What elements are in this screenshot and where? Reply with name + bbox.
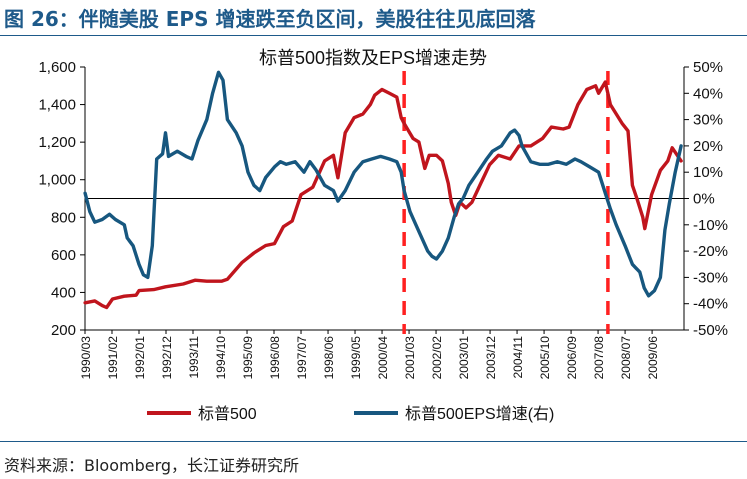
chart: 标普500指数及EPS增速走势 200 400 600 800 1,000 1,200 1,… bbox=[38, 48, 728, 423]
chart-title: 标普500指数及EPS增速走势 bbox=[259, 48, 487, 68]
source-rule bbox=[0, 441, 747, 442]
x-tick-label: 2000/04 bbox=[376, 336, 390, 380]
x-tick-label: 2007/08 bbox=[592, 336, 606, 380]
y-right-tick-label: 30% bbox=[693, 112, 723, 129]
x-tick-label: 2006/09 bbox=[565, 336, 579, 380]
y-left-tick-label: 1,000 bbox=[38, 172, 76, 189]
x-tick-label: 2004/11 bbox=[511, 336, 525, 379]
y-left-tick-label: 800 bbox=[51, 209, 76, 226]
y-left-tick-label: 1,400 bbox=[38, 97, 76, 114]
x-tick-label: 1995/09 bbox=[241, 336, 255, 380]
x-tick-label: 2009/06 bbox=[646, 336, 660, 380]
series-line-eps bbox=[83, 70, 683, 298]
x-tick-label: 1994/10 bbox=[214, 336, 228, 380]
axes: 200 400 600 800 1,000 1,200 1,400 1,600 -50% -40%… bbox=[38, 59, 728, 379]
y-right-tick-label: 20% bbox=[693, 138, 723, 155]
dashed-markers bbox=[402, 71, 610, 334]
legend: 标普500 标普500EPS增速(右) bbox=[147, 405, 554, 423]
x-tick-label: 1990/03 bbox=[79, 336, 93, 380]
y-left-tick-label: 1,600 bbox=[38, 59, 76, 76]
source-note: 资料来源：Bloomberg，长江证券研究所 bbox=[4, 456, 300, 475]
x-tick-label: 1998/06 bbox=[322, 336, 336, 380]
series-line-index bbox=[83, 80, 683, 310]
x-tick-label: 2001/03 bbox=[403, 336, 417, 380]
figure-title: 图 26：伴随美股 EPS 增速跌至负区间，美股往往见底回落 bbox=[4, 7, 536, 31]
x-tick-label: 1991/02 bbox=[106, 336, 120, 380]
y-right-tick-label: 0% bbox=[693, 191, 715, 208]
x-tick-label: 1997/07 bbox=[295, 336, 309, 380]
x-tick-label: 1999/05 bbox=[349, 336, 363, 380]
y-right-tick-label: 40% bbox=[693, 85, 723, 102]
x-tick-label: 1992/01 bbox=[133, 336, 147, 380]
y-left-tick-label: 600 bbox=[51, 247, 76, 264]
y-right-tick-label: -40% bbox=[693, 296, 728, 313]
y-left-tick-label: 1,200 bbox=[38, 134, 76, 151]
y-left-tick-label: 400 bbox=[51, 284, 76, 301]
y-right-tick-label: -20% bbox=[693, 243, 728, 260]
x-tick-label: 2002/02 bbox=[430, 336, 444, 380]
y-left-tick-label: 200 bbox=[51, 322, 76, 339]
y-right-tick-label: -30% bbox=[693, 269, 728, 286]
x-tick-label: 1996/08 bbox=[268, 336, 282, 380]
y-right-tick-label: -10% bbox=[693, 217, 728, 234]
x-tick-label: 1992/12 bbox=[160, 336, 174, 380]
legend-label-eps: 标普500EPS增速(右) bbox=[405, 405, 554, 423]
y-right-tick-label: 50% bbox=[693, 59, 723, 76]
x-tick-label: 2005/10 bbox=[538, 336, 552, 380]
y-right-tick-label: 10% bbox=[693, 164, 723, 181]
x-tick-label: 2003/12 bbox=[484, 336, 498, 380]
series-lines bbox=[83, 70, 683, 310]
title-rule bbox=[0, 35, 747, 36]
x-tick-label: 1993/11 bbox=[187, 336, 201, 379]
x-tick-label: 2003/01 bbox=[457, 336, 471, 380]
y-right-tick-label: -50% bbox=[693, 322, 728, 339]
legend-label-index: 标普500 bbox=[198, 405, 257, 423]
x-tick-label: 2008/07 bbox=[619, 336, 633, 380]
